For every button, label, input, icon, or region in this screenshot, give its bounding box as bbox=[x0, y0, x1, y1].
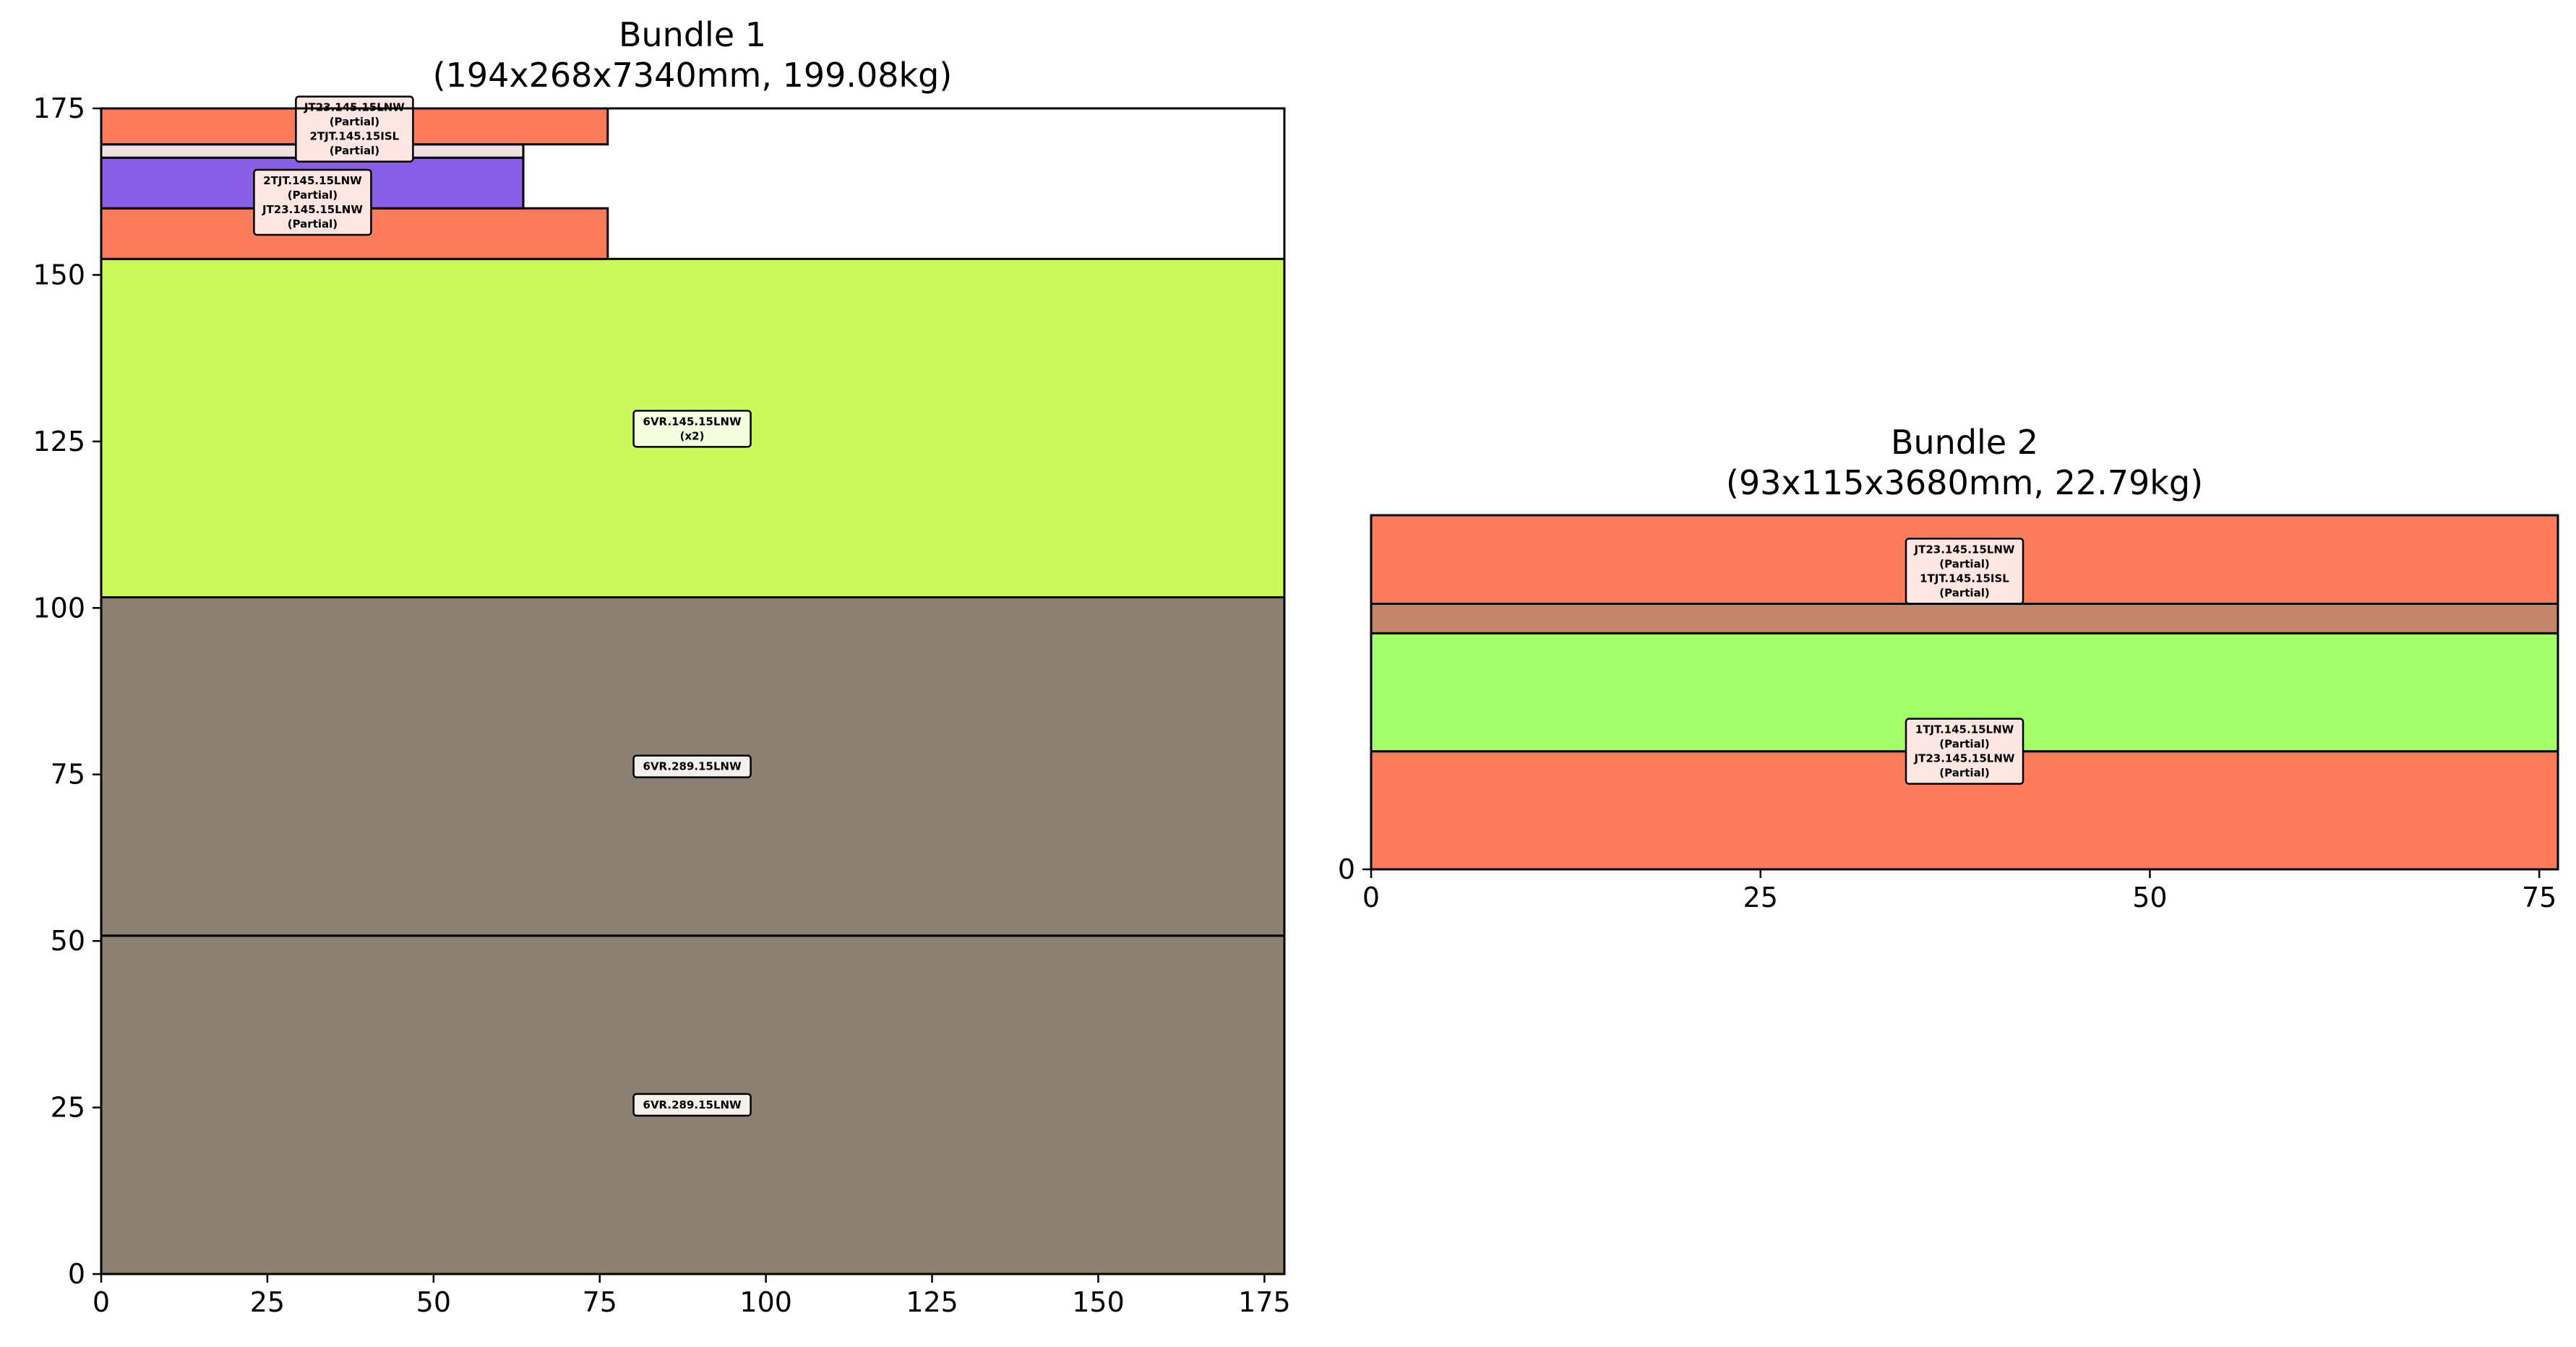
bundle-1-x-tick-label: 50 bbox=[416, 1286, 451, 1318]
bundle-2-y-tick-label: 0 bbox=[1338, 853, 1355, 885]
bundle-1-y-tick-label: 125 bbox=[33, 426, 85, 457]
label-line: JT23.145.15LNW bbox=[1914, 752, 2015, 765]
label-line: 2TJT.145.15LNW bbox=[263, 174, 362, 187]
bundle-2-x-tick-label: 25 bbox=[1743, 882, 1778, 913]
bundle-1-item-label-1: 6VR.289.15LNW bbox=[632, 1093, 752, 1117]
label-line: (Partial) bbox=[1939, 586, 1989, 599]
label-box bbox=[632, 1093, 752, 1117]
bundle-2-item-rect-3 bbox=[1370, 603, 2559, 634]
label-line: (Partial) bbox=[1939, 738, 1989, 751]
bundle-1-y-tick-label: 100 bbox=[33, 592, 85, 624]
bundle-1-item-label-3: 6VR.145.15LNW(x2) bbox=[632, 410, 752, 448]
label-line: 2TJT.145.15ISL bbox=[310, 130, 400, 143]
bundle-1-y-tick-label: 175 bbox=[33, 92, 85, 124]
label-box bbox=[632, 754, 752, 778]
bundle-1-y-tick-label: 0 bbox=[68, 1258, 85, 1290]
label-line: (Partial) bbox=[330, 116, 379, 129]
bundle-1-x-tick-label: 150 bbox=[1072, 1286, 1125, 1318]
bundle-1-title: Bundle 1 bbox=[619, 15, 766, 54]
label-box bbox=[1905, 538, 2025, 605]
label-line: (Partial) bbox=[288, 218, 338, 231]
bundle-2-annotations: 1TJT.145.15LNW(Partial)JT23.145.15LNW(Pa… bbox=[1905, 538, 2025, 785]
label-line: (Partial) bbox=[330, 145, 379, 158]
label-line: JT23.145.15LNW bbox=[1914, 543, 2015, 556]
label-box bbox=[295, 95, 414, 163]
bundle-2-x-tick-label: 75 bbox=[2522, 882, 2556, 913]
bundle-1-x-tick-label: 100 bbox=[739, 1286, 792, 1318]
label-line: (Partial) bbox=[288, 189, 338, 202]
bundle-1-x-tick-label: 175 bbox=[1238, 1286, 1291, 1318]
bundle-1-item-label-2: 6VR.289.15LNW bbox=[632, 754, 752, 778]
label-line: 1TJT.145.15ISL bbox=[1920, 572, 2009, 585]
label-box bbox=[253, 168, 372, 236]
bundle-1-x-tick-label: 125 bbox=[906, 1286, 958, 1318]
bundle-1-y-tick-label: 25 bbox=[51, 1092, 85, 1124]
label-line: (Partial) bbox=[1939, 767, 1989, 780]
bundle-1-x-tick-label: 0 bbox=[93, 1286, 110, 1318]
bundle-1-item-label-4: 2TJT.145.15LNW(Partial)JT23.145.15LNW(Pa… bbox=[253, 168, 372, 236]
label-line: JT23.145.15LNW bbox=[262, 203, 363, 216]
label-line: 6VR.289.15LNW bbox=[643, 760, 742, 773]
bundle-1-y-tick-label: 50 bbox=[51, 925, 85, 957]
label-line: (x2) bbox=[680, 429, 705, 442]
bundle-2-ticks: 0 25 50 75 0 bbox=[1338, 853, 2557, 913]
bundle-1-annotations: 6VR.289.15LNW6VR.289.15LNW6VR.145.15LNW(… bbox=[253, 95, 752, 1117]
bundle-1-x-tick-label: 75 bbox=[583, 1286, 617, 1318]
label-line: 1TJT.145.15LNW bbox=[1915, 723, 2014, 736]
bundle-1-subtitle: (194x268x7340mm, 199.08kg) bbox=[433, 56, 953, 95]
label-line: 6VR.289.15LNW bbox=[643, 1098, 742, 1111]
bundle-1-ticks: 0 25 50 75 100 125 150 175 0 25 50 75 100 125 150 175 bbox=[33, 92, 1290, 1318]
bundle-2-item-label-2: JT23.145.15LNW(Partial)1TJT.145.15ISL(Pa… bbox=[1905, 538, 2025, 605]
bundle-1-axes-frame bbox=[100, 107, 1286, 1275]
bundle-2-axes-frame bbox=[1370, 514, 2559, 871]
label-box bbox=[1905, 718, 2025, 785]
bundle-2-item-label-1: 1TJT.145.15LNW(Partial)JT23.145.15LNW(Pa… bbox=[1905, 718, 2025, 785]
bundle-1-x-tick-label: 25 bbox=[250, 1286, 285, 1318]
bundle-1-panel: Bundle 1 (194x268x7340mm, 199.08kg) 6VR.… bbox=[33, 15, 1290, 1318]
label-line: (Partial) bbox=[1939, 557, 1989, 570]
bundle-2-title: Bundle 2 bbox=[1891, 423, 2038, 462]
bundle-2-x-tick-label: 50 bbox=[2132, 882, 2167, 913]
bundle-1-y-tick-label: 75 bbox=[51, 759, 85, 791]
bundle-2-panel: Bundle 2 (93x115x3680mm, 22.79kg) 1TJT.1… bbox=[1338, 423, 2559, 913]
bundle-2-x-tick-label: 0 bbox=[1362, 882, 1380, 913]
label-line: 6VR.145.15LNW bbox=[643, 415, 742, 428]
bundle-1-item-label-5: JT23.145.15LNW(Partial)2TJT.145.15ISL(Pa… bbox=[295, 95, 414, 163]
label-box bbox=[632, 410, 752, 448]
bundle-1-y-tick-label: 150 bbox=[33, 259, 85, 291]
bundle-2-subtitle: (93x115x3680mm, 22.79kg) bbox=[1726, 463, 2203, 502]
